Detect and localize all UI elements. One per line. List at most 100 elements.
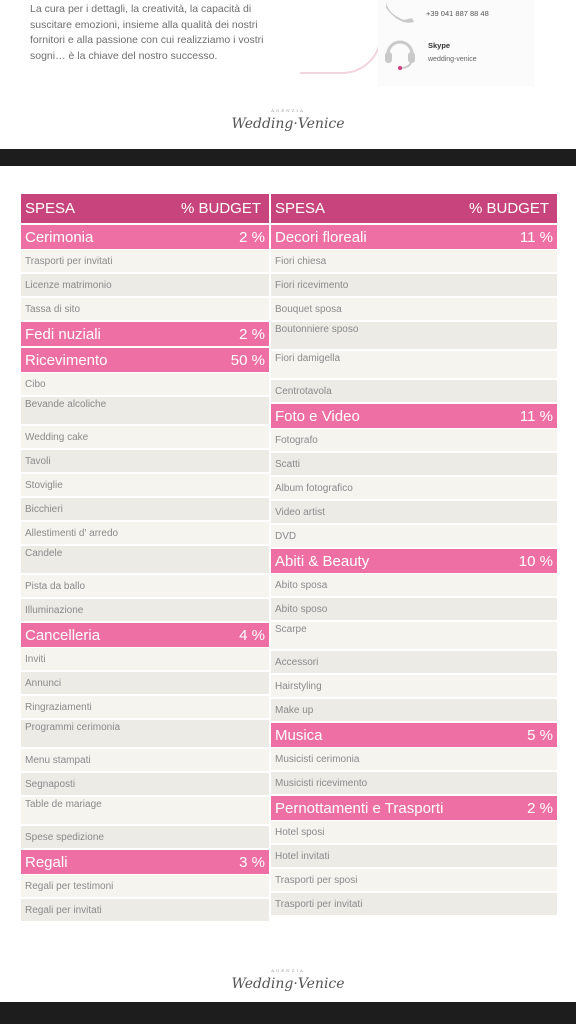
expense-item: Trasporti per invitati — [271, 893, 557, 915]
expense-item: Trasporti per invitati — [21, 250, 269, 272]
phone-icon — [386, 2, 414, 23]
category-percent: 2 % — [527, 799, 553, 817]
expense-item: Abito sposa — [271, 574, 557, 596]
expense-item: Illuminazione — [21, 599, 269, 621]
expense-item: Tassa di sito — [21, 298, 269, 320]
category-name: Cancelleria — [25, 626, 101, 644]
category-name: Ricevimento — [25, 351, 108, 369]
expense-item: Segnaposti — [21, 773, 269, 795]
expense-item: Fiori chiesa — [271, 250, 557, 272]
category-items: Trasporti per invitati Licenze matrimonio… — [21, 250, 269, 320]
expense-item: Pista da ballo — [21, 575, 269, 597]
contact-card: +39 041 887 88 48 Skype wedding-venice — [378, 0, 534, 86]
headset-icon — [385, 40, 415, 70]
expense-item: Musicisti cerimonia — [271, 748, 557, 770]
brand-logo-footer: AGENZIA Wedding·Venice — [231, 968, 345, 992]
phone-row: +39 041 887 88 48 — [382, 2, 489, 24]
header-spesa: SPESA — [275, 200, 326, 217]
expense-item: Tavoli — [21, 450, 269, 472]
expense-item: Spese spedizione — [21, 826, 269, 848]
category-row: Pernottamenti e Trasporti 2 % — [271, 796, 557, 820]
expense-item: DVD — [271, 525, 557, 547]
skype-info: Skype wedding-venice — [428, 41, 477, 63]
category-name: Regali — [25, 853, 68, 871]
category-percent: 2 % — [239, 325, 265, 343]
header-budget: % BUDGET — [180, 200, 261, 217]
expense-item: Abito sposo — [271, 598, 557, 620]
category-row: Fedi nuziali 2 % — [21, 322, 269, 346]
category-name: Fedi nuziali — [25, 325, 101, 343]
expense-item: Programmi cerimonia — [21, 720, 269, 747]
expense-item: Hairstyling — [271, 675, 557, 697]
category-percent: 50 % — [230, 351, 265, 369]
expense-item: Regali per invitati — [21, 899, 269, 921]
category-percent: 4 % — [239, 626, 265, 644]
bottom-strip — [0, 1002, 576, 1024]
expense-item: Hotel sposi — [271, 821, 557, 843]
category-items: Fotografo Scatti Album fotografico Video ar… — [271, 429, 557, 547]
category-percent: 11 % — [519, 228, 553, 246]
category-row: Regali 3 % — [21, 850, 269, 874]
budget-column-left: SPESA % BUDGET Cerimonia 2 % Trasporti per… — [21, 194, 269, 923]
expense-item: Menu stampati — [21, 749, 269, 771]
intro-section: La cura per i dettagli, la creatività, l… — [0, 0, 576, 149]
expense-item: Cibo — [21, 373, 269, 395]
expense-item: Musicisti ricevimento — [271, 772, 557, 794]
expense-item: Fiori damigella — [271, 351, 557, 378]
category-row: Abiti & Beauty 10 % — [271, 549, 557, 573]
skype-handle[interactable]: wedding-venice — [428, 56, 477, 63]
category-percent: 3 % — [239, 853, 265, 871]
brand-logo: AGENZIA Wedding·Venice — [231, 108, 345, 132]
expense-item: Centrotavola — [271, 380, 557, 402]
category-name: Abiti & Beauty — [275, 552, 370, 570]
category-items: Cibo Bevande alcoliche Wedding cake Tavoli S… — [21, 373, 269, 621]
expense-item: Album fotografico — [271, 477, 557, 499]
expense-item: Scarpe — [271, 622, 557, 649]
category-name: Decori floreali — [275, 228, 367, 246]
skype-label: Skype — [428, 41, 451, 50]
category-row: Cancelleria 4 % — [21, 623, 269, 647]
category-name: Cerimonia — [25, 228, 94, 246]
expense-item: Stoviglie — [21, 474, 269, 496]
category-items: Inviti Annunci Ringraziamenti Programmi cer… — [21, 648, 269, 848]
column-header: SPESA % BUDGET — [271, 194, 557, 223]
header-spesa: SPESA — [25, 200, 76, 217]
category-row: Ricevimento 50 % — [21, 348, 269, 372]
category-name: Pernottamenti e Trasporti — [275, 799, 444, 817]
category-items: Hotel sposi Hotel invitati Trasporti per s… — [271, 821, 557, 915]
category-row: Musica 5 % — [271, 723, 557, 747]
category-row: Cerimonia 2 % — [21, 225, 269, 249]
category-items: Musicisti cerimonia Musicisti ricevimento — [271, 748, 557, 794]
category-row: Foto e Video 11 % — [271, 404, 557, 428]
column-header: SPESA % BUDGET — [21, 194, 269, 223]
intro-text: La cura per i dettagli, la creatività, l… — [30, 3, 264, 62]
expense-item: Bouquet sposa — [271, 298, 557, 320]
expense-item: Hotel invitati — [271, 845, 557, 867]
budget-page: SPESA % BUDGET Cerimonia 2 % Trasporti per… — [0, 166, 576, 1002]
expense-item: Annunci — [21, 672, 269, 694]
category-name: Musica — [275, 726, 323, 744]
expense-item: Regali per testimoni — [21, 875, 269, 897]
expense-item: Bevande alcoliche — [21, 397, 269, 424]
category-items: Abito sposa Abito sposo Scarpe Accessori Hai… — [271, 574, 557, 721]
header-budget: % BUDGET — [468, 200, 549, 217]
category-name: Foto e Video — [275, 407, 360, 425]
phone-number[interactable]: +39 041 887 88 48 — [426, 8, 489, 18]
expense-item: Make up — [271, 699, 557, 721]
category-items: Fiori chiesa Fiori ricevimento Bouquet spo… — [271, 250, 557, 402]
category-percent: 11 % — [519, 407, 553, 425]
category-percent: 5 % — [527, 726, 553, 744]
decorative-curve — [300, 0, 382, 74]
category-items: Regali per testimoni Regali per invitati — [21, 875, 269, 921]
expense-item: Candele — [21, 546, 269, 573]
expense-item: Inviti — [21, 648, 269, 670]
category-row: Decori floreali 11 % — [271, 225, 557, 249]
expense-item: Scatti — [271, 453, 557, 475]
expense-item: Fotografo — [271, 429, 557, 451]
budget-column-right: SPESA % BUDGET Decori floreali 11 % Fiori … — [271, 194, 557, 917]
expense-item: Accessori — [271, 651, 557, 673]
expense-item: Boutonniere sposo — [271, 322, 557, 349]
category-percent: 10 % — [518, 552, 553, 570]
expense-item: Fiori ricevimento — [271, 274, 557, 296]
category-percent: 2 % — [239, 228, 265, 246]
